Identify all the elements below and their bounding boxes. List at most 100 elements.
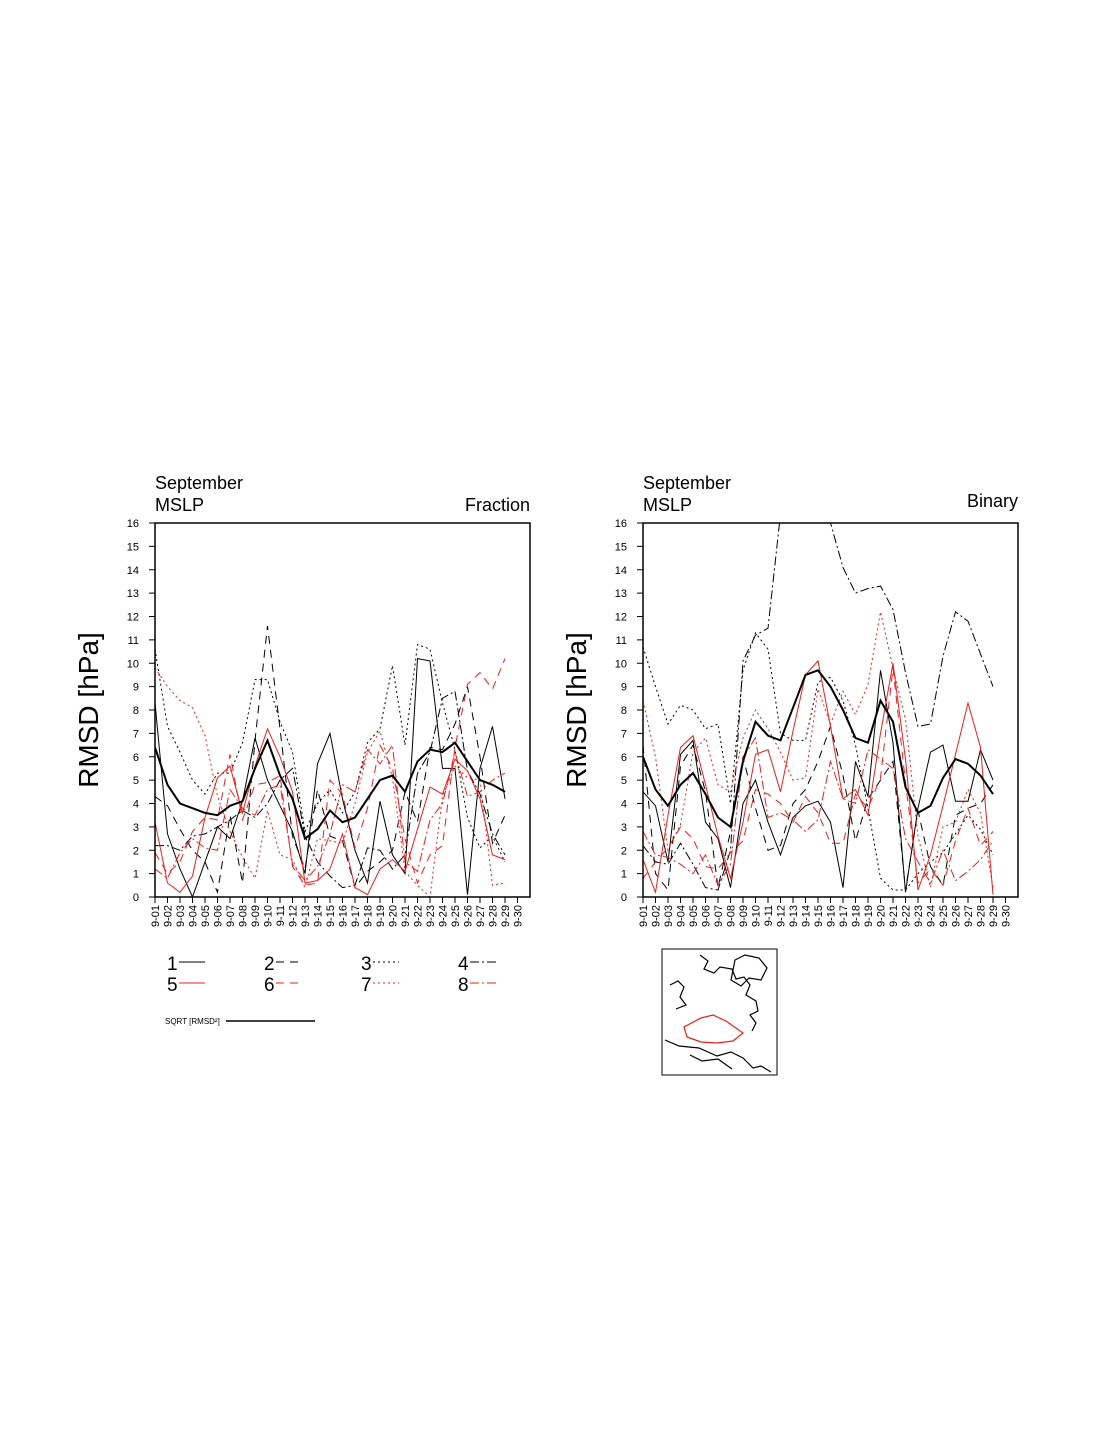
x-tick-label: 9-28 (488, 905, 500, 927)
x-tick-label: 9-13 (788, 905, 800, 927)
y-tick-label: 2 (133, 845, 139, 857)
x-tick-label: 9-12 (288, 905, 300, 927)
x-tick-label: 9-19 (375, 905, 387, 927)
y-axis-label: RMSD [hPa] (561, 632, 592, 788)
x-tick-label: 9-18 (851, 905, 863, 927)
y-tick-label: 0 (133, 892, 139, 904)
x-tick-label: 9-24 (438, 905, 450, 927)
x-tick-label: 9-10 (751, 905, 763, 927)
x-tick-label: 9-24 (926, 905, 938, 927)
x-tick-label: 9-15 (325, 905, 337, 927)
series-line (155, 737, 506, 841)
x-tick-label: 9-17 (350, 905, 362, 927)
x-tick-label: 9-16 (826, 905, 838, 927)
x-tick-label: 9-25 (938, 905, 950, 927)
x-tick-label: 9-28 (976, 905, 988, 927)
y-tick-label: 3 (133, 822, 139, 834)
x-tick-label: 9-04 (188, 905, 200, 927)
series-line (155, 643, 506, 863)
x-tick-label: 9-22 (901, 905, 913, 927)
y-tick-label: 4 (133, 799, 139, 811)
x-tick-label: 9-21 (888, 905, 900, 927)
x-tick-label: 9-01 (150, 905, 162, 927)
chart-subtitle: MSLP (643, 495, 692, 515)
x-tick-label: 9-27 (475, 905, 487, 927)
corner-title: Fraction (465, 495, 530, 515)
plot-frame (154, 522, 531, 898)
y-axis-label: RMSD [hPa] (73, 632, 104, 788)
legend-label: 3 (361, 954, 372, 975)
y-tick-label: 10 (615, 658, 627, 670)
x-tick-label: 9-09 (738, 905, 750, 927)
legend-label: 5 (167, 975, 178, 996)
y-tick-label: 15 (127, 541, 139, 553)
x-tick-label: 9-07 (225, 905, 237, 927)
plot-frame (642, 522, 1019, 898)
x-tick-label: 9-30 (1001, 905, 1013, 927)
y-tick-label: 5 (133, 775, 139, 787)
y-tick-label: 10 (127, 658, 139, 670)
y-tick-label: 3 (621, 822, 627, 834)
y-tick-label: 6 (621, 752, 627, 764)
legend-label: 6 (264, 975, 275, 996)
y-tick-label: 12 (127, 612, 139, 624)
y-tick-label: 8 (133, 705, 139, 717)
y-tick-label: 13 (615, 588, 627, 600)
legend-label: 1 (167, 954, 178, 975)
series-line (155, 727, 506, 896)
series-line (155, 690, 506, 889)
x-tick-label: 9-26 (463, 905, 475, 927)
legend: 1 2 3 4 5 6 7 8 SQRT [RMSD²] (165, 954, 496, 1026)
y-tick-label: 11 (128, 635, 139, 647)
y-tick-label: 0 (621, 892, 627, 904)
series-line (643, 659, 994, 895)
x-tick-label: 9-25 (450, 905, 462, 927)
x-tick-label: 9-06 (701, 905, 713, 927)
series-line (643, 611, 994, 888)
y-tick-label: 2 (621, 845, 627, 857)
series-line (155, 658, 506, 897)
series-line (155, 667, 506, 897)
x-tick-label: 9-02 (163, 905, 175, 927)
x-tick-label: 9-10 (263, 905, 275, 927)
x-tick-label: 9-04 (676, 905, 688, 927)
y-tick-label: 5 (621, 775, 627, 787)
x-tick-label: 9-29 (500, 905, 512, 927)
x-tick-label: 9-02 (651, 905, 663, 927)
legend-label: 2 (264, 954, 275, 975)
chart-subtitle: MSLP (155, 495, 204, 515)
x-tick-label: 9-03 (663, 905, 675, 927)
x-tick-label: 9-23 (913, 905, 925, 927)
x-tick-label: 9-05 (200, 905, 212, 927)
y-tick-label: 1 (133, 869, 139, 881)
x-tick-label: 9-11 (275, 905, 287, 926)
series-line (155, 625, 506, 895)
x-tick-label: 9-14 (801, 905, 813, 927)
y-tick-label: 14 (615, 565, 627, 577)
series-line (643, 523, 994, 891)
y-tick-label: 9 (133, 682, 139, 694)
series-line (643, 669, 994, 829)
y-tick-label: 13 (127, 588, 139, 600)
y-tick-label: 15 (615, 541, 627, 553)
x-tick-label: 9-17 (838, 905, 850, 927)
x-tick-label: 9-06 (213, 905, 225, 927)
y-tick-label: 7 (133, 728, 139, 740)
y-tick-label: 12 (615, 612, 627, 624)
series-lines (643, 523, 994, 895)
y-tick-label: 11 (616, 635, 627, 647)
y-tick-label: 16 (127, 518, 139, 530)
x-tick-label: 9-07 (713, 905, 725, 927)
y-tick-label: 16 (615, 518, 627, 530)
y-tick-label: 6 (133, 752, 139, 764)
x-tick-label: 9-26 (951, 905, 963, 927)
x-tick-label: 9-22 (413, 905, 425, 927)
x-tick-label: 9-14 (313, 905, 325, 927)
x-tick-label: 9-19 (863, 905, 875, 927)
series-line (155, 743, 506, 882)
x-tick-label: 9-09 (250, 905, 262, 927)
x-tick-label: 9-05 (688, 905, 700, 927)
